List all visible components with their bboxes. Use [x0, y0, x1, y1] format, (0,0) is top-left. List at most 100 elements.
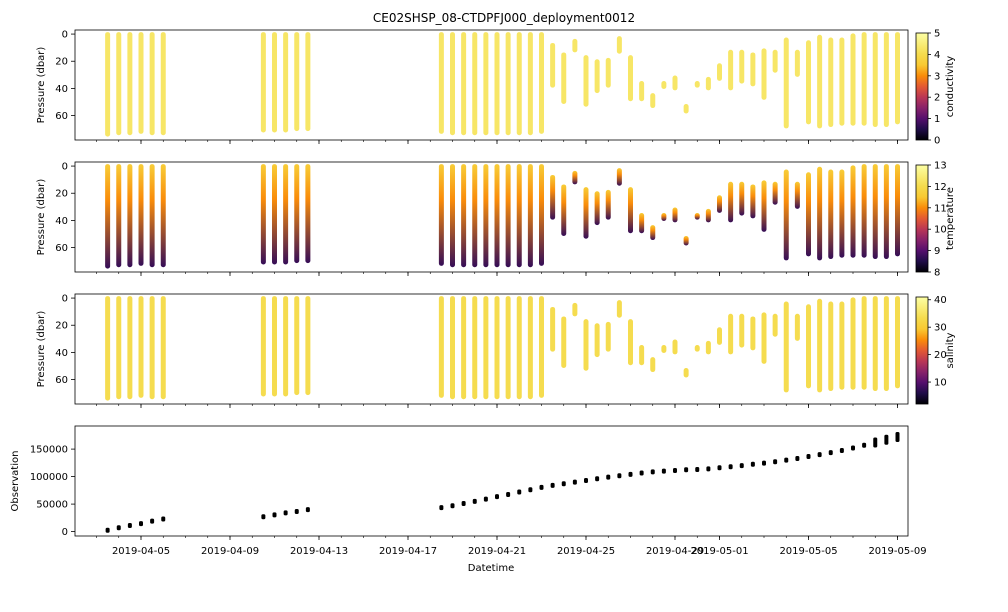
observation-point	[483, 496, 488, 502]
profile-temperature	[438, 164, 444, 266]
profile-temperature	[661, 212, 667, 222]
profile-bar-salinity	[850, 297, 856, 390]
profile-bar-temperature	[705, 208, 711, 223]
profile-bar-salinity	[828, 301, 834, 392]
profile-bar-salinity	[683, 368, 689, 378]
y-tick-label-temperature: 60	[55, 243, 68, 254]
profile-temperature	[750, 184, 756, 219]
profile-bar-temperature	[539, 164, 544, 266]
profile-conductivity	[149, 32, 155, 136]
profile-temperature	[794, 181, 800, 209]
profile-conductivity	[527, 32, 533, 136]
profile-salinity	[594, 323, 600, 358]
profile-bar-salinity	[594, 323, 600, 358]
profile-bar-salinity	[127, 296, 133, 400]
observation-point	[839, 447, 844, 453]
profile-bar-salinity	[116, 296, 122, 400]
profile-bar-salinity	[806, 304, 811, 389]
profile-temperature	[138, 164, 144, 266]
panel-conductivity: 0 20 40 60 Pressure (dbar) 0 1 2 3 4 5 conductivity	[36, 29, 956, 147]
observation-point	[728, 464, 733, 470]
profile-salinity	[116, 296, 122, 400]
profile-bar-conductivity	[561, 52, 567, 104]
profile-bar-temperature	[683, 236, 689, 246]
observation-point	[673, 468, 677, 474]
profile-bar-salinity	[772, 313, 778, 337]
profile-bar-conductivity	[160, 32, 166, 136]
profile-bar-salinity	[494, 296, 500, 400]
profile-salinity	[628, 319, 633, 366]
profile-conductivity	[616, 36, 622, 54]
profile-bar-conductivity	[305, 32, 311, 132]
observation-point	[650, 469, 655, 475]
colorbar-label-salinity: salinity	[945, 332, 956, 368]
profile-bar-conductivity	[661, 80, 667, 90]
profile-salinity	[505, 296, 511, 400]
profile-bar-temperature	[861, 164, 867, 258]
observation-point	[150, 518, 155, 524]
profile-temperature	[561, 184, 567, 236]
profile-temperature	[105, 164, 111, 269]
profile-conductivity	[472, 32, 478, 136]
profile-bar-temperature	[138, 164, 144, 266]
observation-point	[450, 503, 455, 509]
profile-bar-conductivity	[806, 40, 811, 125]
colorbar-label-temperature: temperature	[945, 187, 956, 250]
profile-temperature	[305, 164, 311, 264]
profile-temperature	[160, 164, 166, 268]
profile-bar-salinity	[794, 313, 800, 341]
profile-bar-salinity	[550, 306, 556, 352]
profile-bar-conductivity	[817, 34, 823, 129]
profile-temperature	[872, 164, 878, 260]
observation-point	[305, 507, 310, 513]
profile-conductivity	[283, 32, 289, 133]
observation-point	[105, 527, 110, 533]
profile-salinity	[672, 339, 678, 355]
profile-conductivity	[839, 37, 845, 126]
profile-temperature	[272, 164, 277, 265]
profile-salinity	[772, 313, 778, 337]
y-tick-label-temperature: 20	[55, 189, 68, 200]
profile-conductivity	[516, 32, 522, 136]
y-axis-label-observation: Observation	[10, 451, 21, 512]
profile-bar-temperature	[672, 207, 678, 223]
profile-bar-conductivity	[750, 52, 756, 87]
profile-bar-salinity	[527, 296, 533, 400]
profile-temperature	[594, 191, 600, 226]
profile-bar-salinity	[694, 344, 700, 352]
observation-point	[584, 477, 588, 483]
observation-point	[139, 521, 143, 527]
profile-conductivity	[783, 37, 789, 129]
panel-observation: 2019-04-05 2019-04-09 2019-04-13 2019-04-17…	[10, 425, 927, 557]
profile-conductivity	[661, 80, 667, 90]
plot-frame-salinity	[74, 293, 909, 405]
colorbar-tick-label: 10	[934, 378, 947, 389]
profile-conductivity	[461, 32, 467, 136]
profile-bar-conductivity	[761, 48, 767, 100]
profile-bar-salinity	[438, 296, 444, 398]
y-tick-label-salinity: 40	[55, 348, 68, 359]
profile-conductivity	[505, 32, 511, 136]
profile-bar-conductivity	[149, 32, 155, 136]
profile-bar-temperature	[527, 164, 533, 268]
profile-salinity	[583, 319, 589, 371]
observation-point	[550, 482, 555, 488]
profile-conductivity	[683, 104, 689, 114]
profile-bar-salinity	[705, 340, 711, 355]
profile-bar-conductivity	[294, 32, 300, 132]
profile-bar-temperature	[828, 169, 834, 260]
profile-salinity	[839, 301, 845, 390]
y-tick-label-observation: 150000	[30, 445, 68, 456]
observation-point	[806, 454, 811, 460]
colorbar-conductivity: 0 1 2 3 4 5 conductivity	[915, 29, 956, 147]
profile-bar-conductivity	[539, 32, 544, 134]
profile-conductivity	[494, 32, 500, 136]
profile-salinity	[483, 296, 489, 400]
profile-salinity	[472, 296, 478, 400]
profile-bar-salinity	[783, 301, 789, 393]
profile-bar-salinity	[839, 301, 845, 390]
profile-bar-salinity	[283, 296, 289, 397]
y-axis-label-salinity: Pressure (dbar)	[36, 311, 47, 388]
profile-bar-conductivity	[450, 32, 455, 136]
profile-bar-salinity	[294, 296, 300, 396]
